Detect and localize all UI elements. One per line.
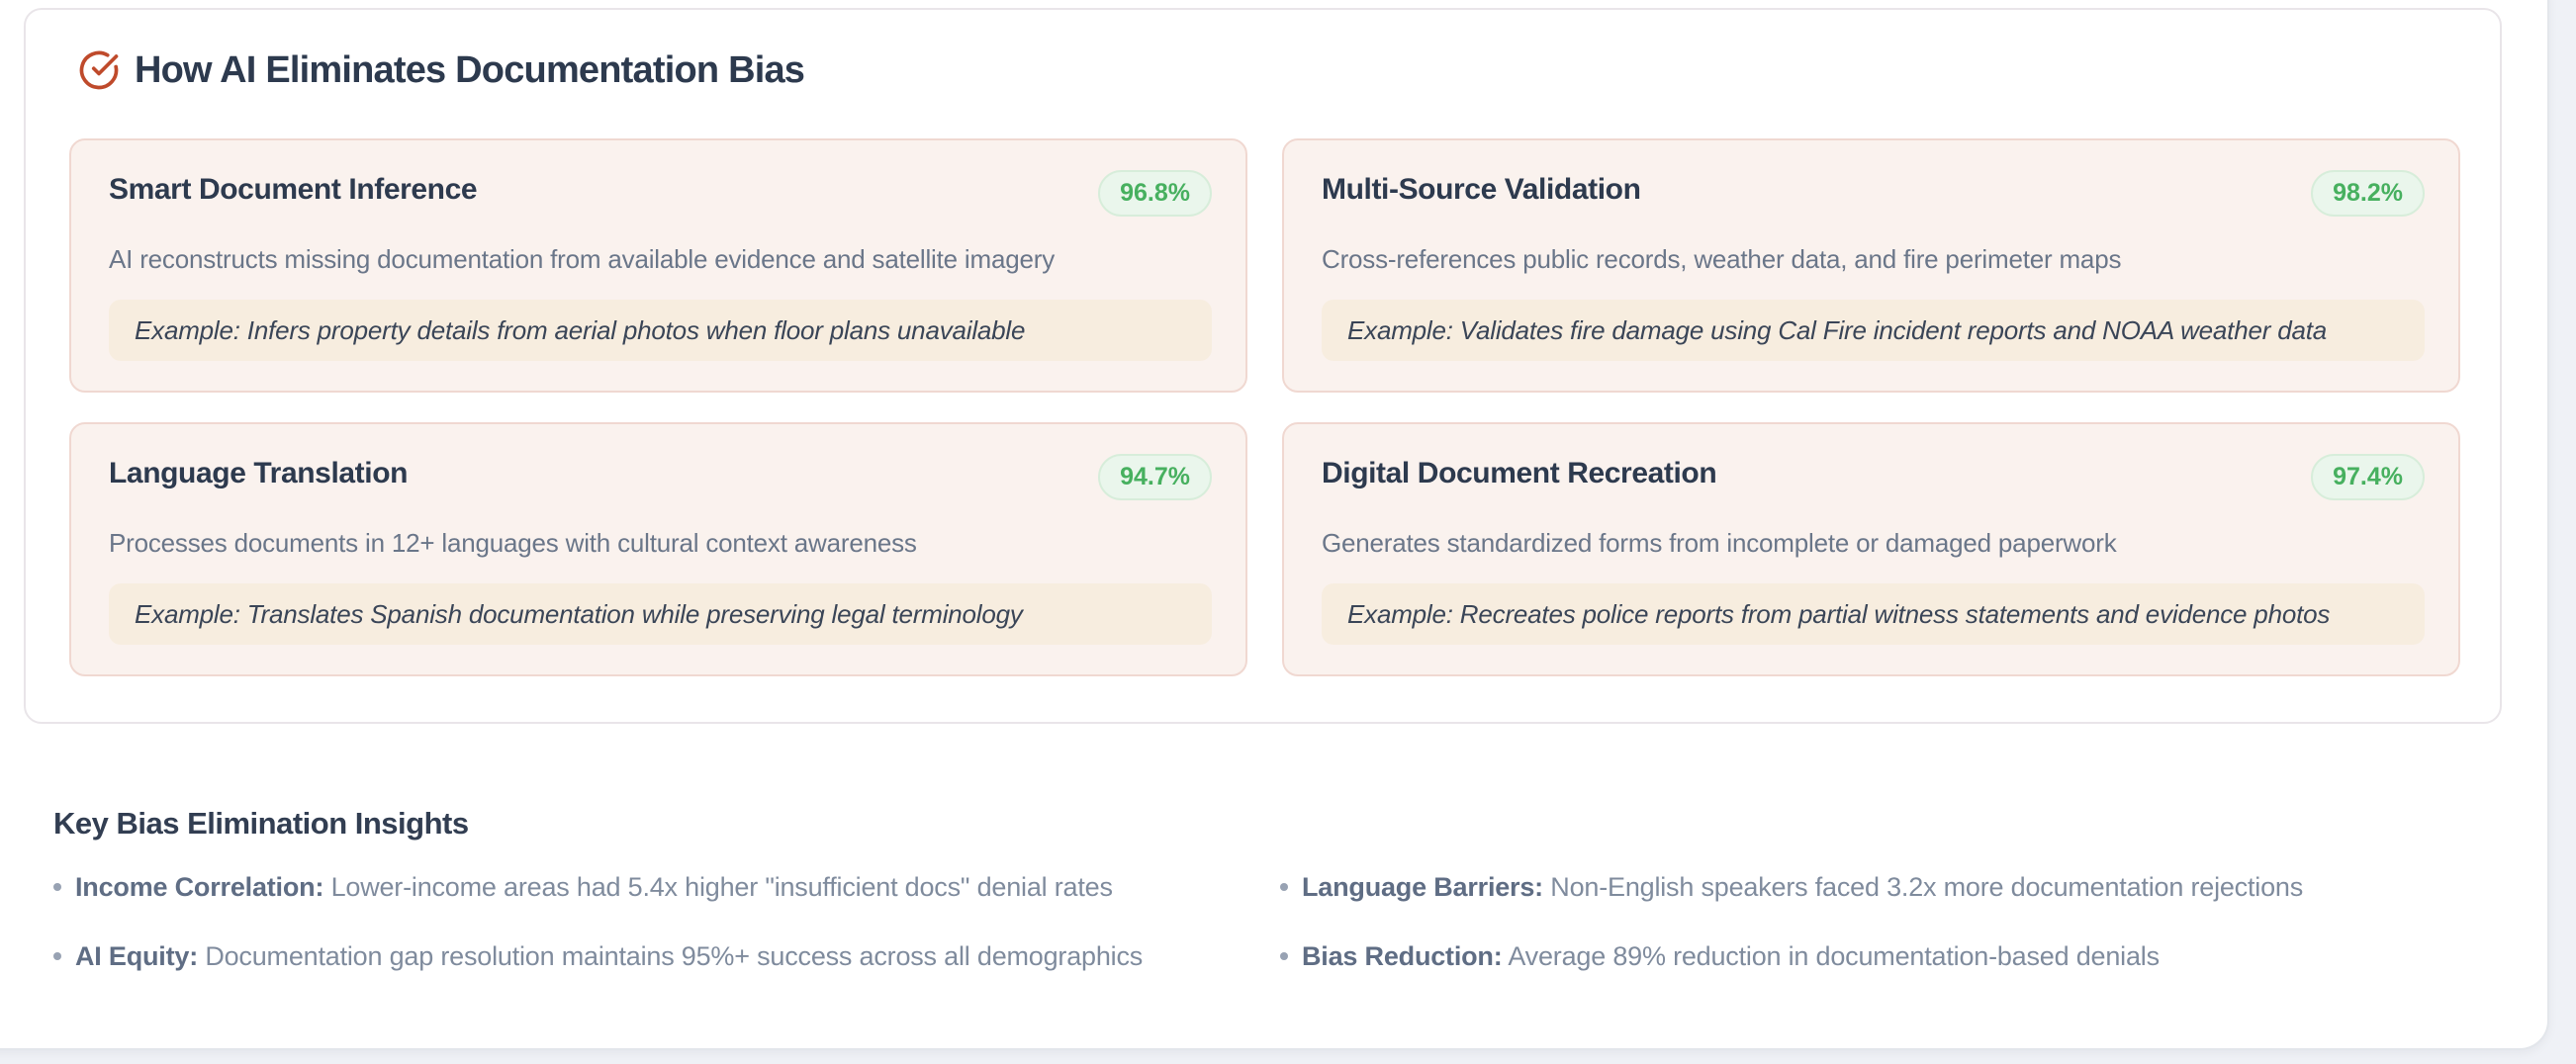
insight-text: Documentation gap resolution maintains 9…	[205, 941, 1144, 971]
capability-card-digital-document-recreation: Digital Document Recreation 97.4% Genera…	[1282, 422, 2460, 676]
capability-example: Example: Translates Spanish documentatio…	[109, 583, 1212, 645]
capability-description: Processes documents in 12+ languages wit…	[109, 528, 917, 558]
section-title: How AI Eliminates Documentation Bias	[135, 49, 805, 91]
insight-label: Income Correlation:	[75, 872, 324, 902]
insight-label: Bias Reduction:	[1302, 941, 1503, 971]
capability-title: Smart Document Inference	[109, 173, 478, 206]
capability-title: Multi-Source Validation	[1322, 173, 1641, 206]
capability-description: AI reconstructs missing documentation fr…	[109, 244, 1055, 274]
insight-ai-equity: AI Equity: Documentation gap resolution …	[53, 939, 1280, 973]
capability-card-header: Smart Document Inference 96.8%	[109, 170, 1212, 217]
insight-language-barriers: Language Barriers: Non-English speakers …	[1280, 870, 2507, 904]
insight-bias-reduction: Bias Reduction: Average 89% reduction in…	[1280, 939, 2507, 973]
capability-title: Language Translation	[109, 457, 409, 489]
insight-label: Language Barriers:	[1302, 872, 1543, 902]
insights-title: Key Bias Elimination Insights	[53, 806, 469, 841]
accuracy-badge: 97.4%	[2311, 454, 2425, 500]
check-circle-icon	[78, 49, 120, 91]
capability-card-multi-source-validation: Multi-Source Validation 98.2% Cross-refe…	[1282, 138, 2460, 393]
insight-income-correlation: Income Correlation: Lower-income areas h…	[53, 870, 1280, 904]
capability-card-smart-document-inference: Smart Document Inference 96.8% AI recons…	[69, 138, 1247, 393]
insight-text: Lower-income areas had 5.4x higher "insu…	[330, 872, 1113, 902]
capability-description: Generates standardized forms from incomp…	[1322, 528, 2117, 558]
documentation-bias-section: How AI Eliminates Documentation Bias Sma…	[24, 8, 2502, 724]
bullet-dot	[53, 883, 61, 891]
capability-card-header: Language Translation 94.7%	[109, 454, 1212, 500]
accuracy-badge: 94.7%	[1098, 454, 1212, 500]
bullet-dot	[1280, 883, 1288, 891]
capability-description: Cross-references public records, weather…	[1322, 244, 2122, 274]
bullet-dot	[1280, 952, 1288, 960]
section-header: How AI Eliminates Documentation Bias	[78, 47, 805, 93]
insight-text: Non-English speakers faced 3.2x more doc…	[1550, 872, 2304, 902]
insight-label: AI Equity:	[75, 941, 198, 971]
capability-card-language-translation: Language Translation 94.7% Processes doc…	[69, 422, 1247, 676]
accuracy-badge: 98.2%	[2311, 170, 2425, 217]
content-surface: How AI Eliminates Documentation Bias Sma…	[0, 0, 2549, 1050]
capability-example: Example: Recreates police reports from p…	[1322, 583, 2425, 645]
capability-title: Digital Document Recreation	[1322, 457, 1717, 489]
capability-example: Example: Validates fire damage using Cal…	[1322, 300, 2425, 361]
insights-section: Key Bias Elimination Insights Income Cor…	[53, 805, 2507, 973]
insight-text: Average 89% reduction in documentation-b…	[1508, 941, 2160, 971]
insights-grid: Income Correlation: Lower-income areas h…	[53, 870, 2507, 973]
capability-cards-grid: Smart Document Inference 96.8% AI recons…	[69, 138, 2460, 676]
accuracy-badge: 96.8%	[1098, 170, 1212, 217]
capability-example: Example: Infers property details from ae…	[109, 300, 1212, 361]
bullet-dot	[53, 952, 61, 960]
capability-card-header: Digital Document Recreation 97.4%	[1322, 454, 2425, 500]
capability-card-header: Multi-Source Validation 98.2%	[1322, 170, 2425, 217]
